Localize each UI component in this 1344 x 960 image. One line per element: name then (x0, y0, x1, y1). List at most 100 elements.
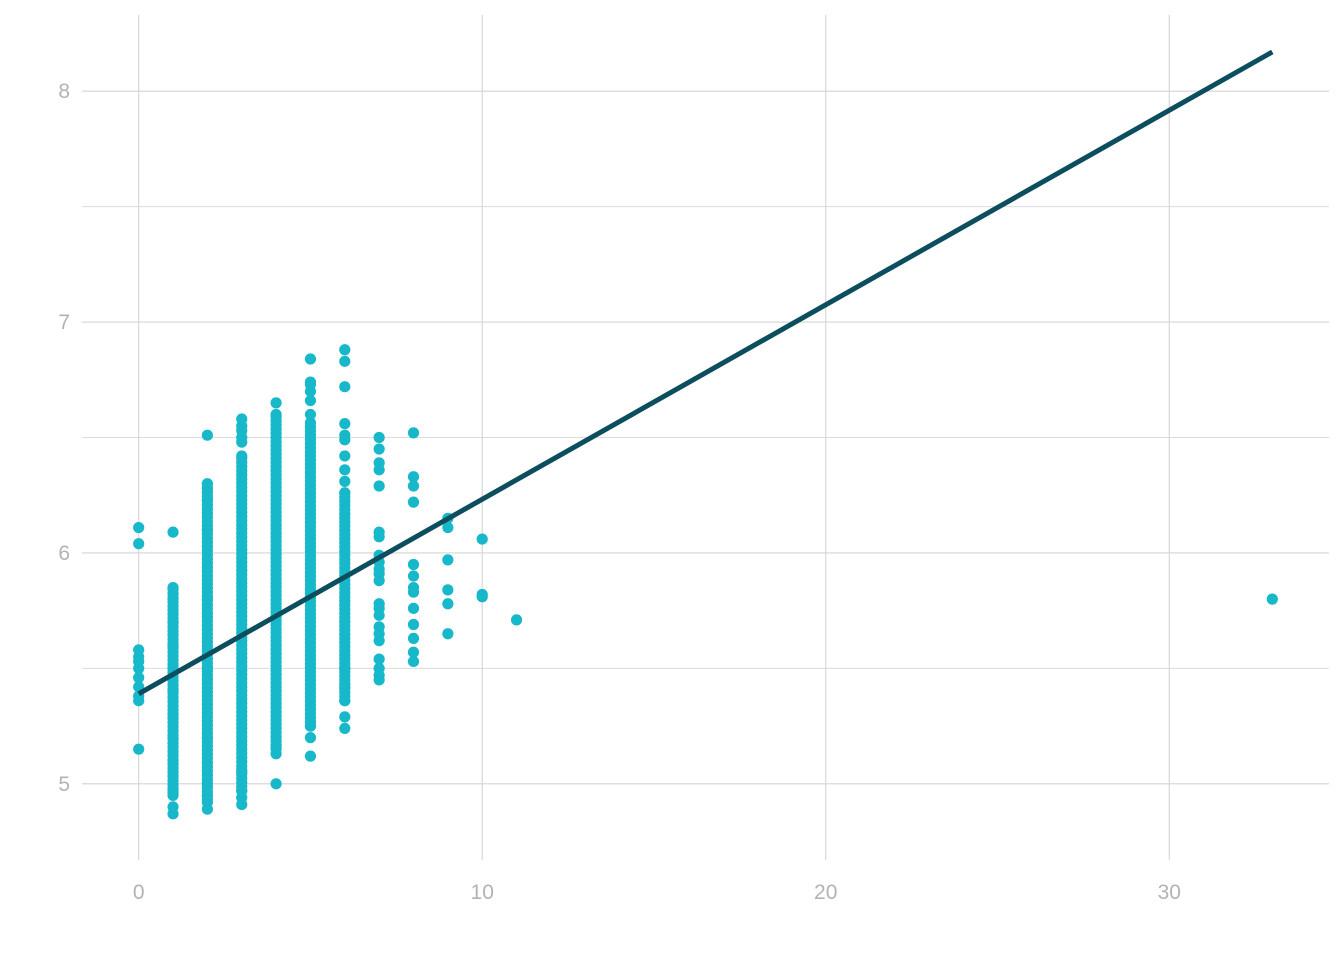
data-point (407, 618, 420, 631)
y-tick-label: 5 (58, 773, 70, 796)
data-point (270, 397, 282, 409)
data-point (339, 487, 351, 499)
data-point (201, 593, 213, 605)
data-point (304, 732, 317, 744)
data-point (304, 353, 317, 365)
major-gridlines (82, 15, 1329, 860)
data-point (236, 785, 248, 797)
data-point (167, 785, 179, 797)
data-point (167, 593, 179, 605)
data-point (373, 431, 385, 444)
data-point (476, 533, 488, 545)
data-point (339, 711, 351, 723)
data-point (201, 524, 213, 536)
fit-line-group (137, 49, 1274, 696)
data-point (201, 478, 213, 490)
data-point (476, 588, 488, 601)
data-point (339, 381, 351, 393)
data-point (133, 672, 145, 684)
data-point (236, 766, 248, 778)
data-point (373, 621, 385, 633)
y-tick-label: 7 (58, 311, 70, 334)
data-point (167, 526, 179, 538)
data-point (167, 766, 179, 778)
data-point (133, 521, 145, 534)
y-tick-label: 6 (58, 542, 70, 565)
data-point (201, 732, 213, 744)
data-point (1266, 593, 1278, 605)
data-point (373, 598, 385, 610)
minor-gridlines (82, 206, 1329, 669)
data-point (270, 741, 282, 753)
data-point (304, 720, 317, 732)
data-point (304, 750, 317, 762)
data-point (407, 427, 420, 439)
data-point (133, 644, 145, 656)
x-tick-label: 10 (471, 881, 494, 904)
data-point (407, 480, 420, 492)
data-point (373, 526, 385, 538)
data-point (373, 480, 385, 492)
data-point (407, 471, 420, 483)
data-point (339, 681, 351, 693)
data-point (407, 632, 420, 644)
data-point (373, 653, 385, 665)
data-point (201, 778, 213, 790)
data-point (167, 755, 179, 767)
data-point (339, 355, 351, 367)
data-point (407, 602, 420, 614)
data-point (270, 778, 282, 790)
data-point (201, 429, 213, 441)
data-point (442, 598, 454, 610)
data-point (304, 417, 317, 429)
data-point (339, 418, 351, 430)
data-point (510, 614, 523, 626)
data-point (373, 662, 385, 674)
data-points (133, 344, 1278, 820)
data-point (167, 581, 179, 594)
data-point (167, 616, 179, 628)
data-point (407, 581, 420, 594)
data-point (442, 521, 454, 534)
data-point (407, 570, 420, 582)
data-point (373, 457, 385, 469)
fit-line (137, 49, 1274, 696)
x-tick-label: 0 (133, 881, 145, 904)
data-point (167, 708, 179, 721)
data-point (407, 558, 420, 571)
y-axis-tick-labels: 5 6 7 8 (58, 80, 70, 796)
data-point (339, 662, 351, 674)
data-point (133, 743, 145, 755)
data-point (373, 443, 385, 455)
data-point (133, 538, 145, 550)
data-point (442, 584, 454, 596)
data-point (407, 655, 420, 668)
data-point (407, 496, 420, 508)
data-point (167, 685, 179, 698)
data-point (442, 628, 454, 640)
data-point (201, 789, 213, 801)
data-point (236, 450, 248, 462)
data-point (339, 722, 351, 735)
data-point (167, 639, 179, 651)
x-tick-label: 20 (814, 881, 837, 904)
data-point (270, 408, 282, 421)
data-point (339, 450, 351, 462)
data-point (339, 695, 351, 707)
data-point (407, 646, 420, 658)
data-point (339, 429, 351, 441)
data-point (167, 801, 179, 813)
data-point (304, 376, 317, 388)
x-tick-label: 30 (1158, 881, 1181, 904)
data-point (201, 662, 213, 674)
data-point (339, 475, 351, 487)
y-tick-label: 8 (58, 80, 70, 103)
data-point (304, 408, 317, 421)
data-point (304, 394, 317, 407)
data-point (167, 732, 179, 744)
data-point (201, 494, 213, 506)
data-point (339, 464, 351, 476)
data-point (339, 344, 351, 356)
x-axis-tick-labels: 0 10 20 30 (133, 881, 1181, 904)
